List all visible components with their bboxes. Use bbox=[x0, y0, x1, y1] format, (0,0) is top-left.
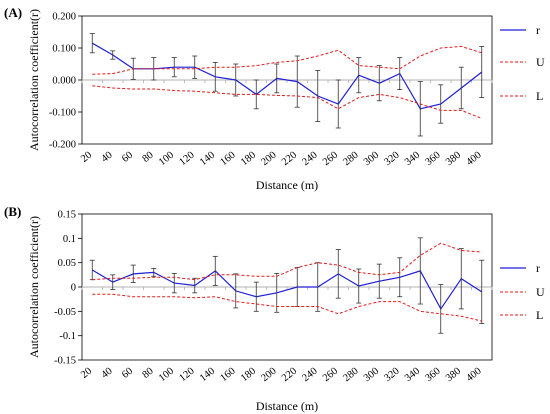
legend-label-L: L bbox=[536, 89, 543, 103]
series-line-r bbox=[92, 42, 483, 110]
x-tick-label: 240 bbox=[300, 366, 319, 384]
x-tick-label: 80 bbox=[141, 150, 156, 165]
x-tick-label: 360 bbox=[423, 150, 442, 168]
y-tick-label: -0.1 bbox=[59, 331, 76, 342]
y-tick-label: 0.100 bbox=[52, 44, 76, 55]
y-axis-title: Autocorrelation coefficient(r) bbox=[27, 216, 41, 358]
y-tick-label: 0 bbox=[71, 283, 76, 294]
x-tick-label: 380 bbox=[444, 150, 463, 168]
x-tick-label: 280 bbox=[341, 366, 360, 384]
x-tick-label: 320 bbox=[382, 366, 401, 384]
x-tick-label: 100 bbox=[157, 150, 176, 168]
x-tick-label: 180 bbox=[239, 150, 258, 168]
x-tick-label: 120 bbox=[177, 366, 196, 384]
x-tick-label: 140 bbox=[198, 150, 217, 168]
legend-label-L: L bbox=[536, 308, 543, 322]
x-tick-label: 260 bbox=[321, 366, 340, 384]
x-tick-label: 220 bbox=[280, 150, 299, 168]
x-tick-label: 140 bbox=[198, 366, 217, 384]
legend-label-r: r bbox=[536, 261, 540, 275]
x-tick-label: 60 bbox=[120, 366, 135, 381]
x-tick-label: 120 bbox=[177, 150, 196, 168]
x-tick-label: 300 bbox=[362, 150, 381, 168]
x-tick-label: 20 bbox=[79, 150, 94, 165]
y-tick-label: -0.15 bbox=[54, 356, 76, 367]
series-line-U bbox=[92, 45, 482, 75]
series-line-L bbox=[92, 293, 482, 322]
series-line-r bbox=[91, 269, 483, 311]
x-tick-label: 40 bbox=[100, 366, 115, 381]
x-tick-label: 200 bbox=[259, 150, 278, 168]
legend-label-U: U bbox=[536, 55, 545, 69]
y-tick-label: 0.1 bbox=[63, 234, 76, 245]
y-tick-label: 0.05 bbox=[58, 258, 76, 269]
x-tick-label: 320 bbox=[382, 150, 401, 168]
series-line-L bbox=[92, 85, 482, 119]
y-tick-label: -0.200 bbox=[49, 140, 76, 151]
x-tick-label: 160 bbox=[218, 150, 237, 168]
x-tick-label: 400 bbox=[464, 150, 483, 168]
x-axis-title: Distance (m) bbox=[256, 178, 318, 192]
x-tick-label: 100 bbox=[157, 366, 176, 384]
x-tick-label: 80 bbox=[141, 366, 156, 381]
series-line-U bbox=[92, 242, 482, 281]
y-tick-label: 0.200 bbox=[52, 12, 76, 23]
legend-label-r: r bbox=[536, 23, 540, 37]
x-tick-label: 160 bbox=[218, 366, 237, 384]
x-tick-label: 340 bbox=[403, 150, 422, 168]
y-tick-label: -0.100 bbox=[49, 108, 76, 119]
x-tick-label: 380 bbox=[444, 366, 463, 384]
panel-label: (B) bbox=[4, 204, 21, 219]
x-tick-label: 40 bbox=[100, 150, 115, 165]
x-tick-label: 200 bbox=[259, 366, 278, 384]
legend-label-U: U bbox=[536, 285, 545, 299]
y-tick-label: -0.05 bbox=[54, 307, 76, 318]
x-tick-label: 260 bbox=[321, 150, 340, 168]
x-tick-label: 20 bbox=[79, 366, 94, 381]
y-tick-label: 0.000 bbox=[52, 76, 76, 87]
x-tick-label: 60 bbox=[120, 150, 135, 165]
x-tick-label: 360 bbox=[423, 366, 442, 384]
x-tick-label: 280 bbox=[341, 150, 360, 168]
y-axis-title: Autocorrelation coefficient(r) bbox=[27, 9, 41, 151]
y-tick-label: 0.15 bbox=[58, 210, 76, 221]
x-tick-label: 240 bbox=[300, 150, 319, 168]
x-tick-label: 340 bbox=[403, 366, 422, 384]
x-tick-label: 400 bbox=[464, 366, 483, 384]
x-tick-label: 300 bbox=[362, 366, 381, 384]
x-tick-label: 220 bbox=[280, 366, 299, 384]
x-axis-title: Distance (m) bbox=[256, 399, 318, 413]
x-tick-label: 180 bbox=[239, 366, 258, 384]
panel-label: (A) bbox=[4, 5, 22, 20]
